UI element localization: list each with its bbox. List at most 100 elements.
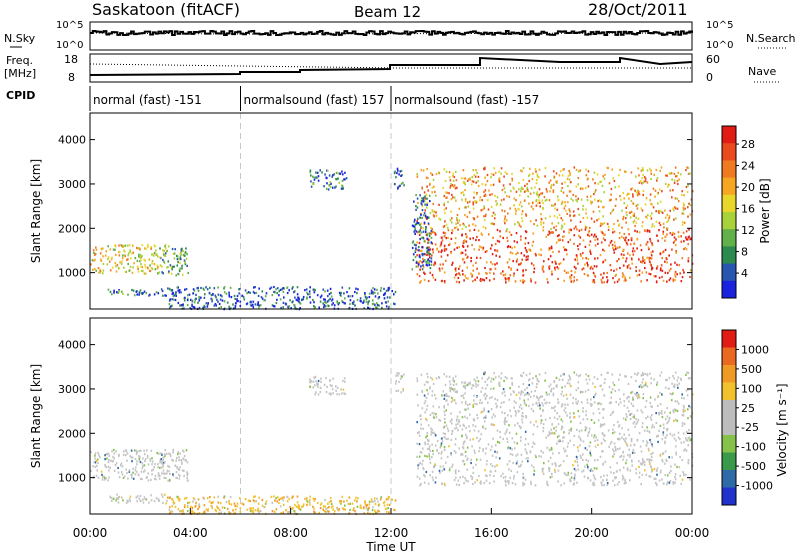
heatmap-cell (438, 406, 440, 409)
heatmap-cell (516, 422, 519, 425)
heatmap-cell (171, 510, 173, 513)
heatmap-cell (327, 295, 329, 298)
heatmap-cell (191, 299, 193, 302)
heatmap-cell (646, 230, 649, 233)
heatmap-cell (513, 474, 515, 478)
heatmap-cell (463, 482, 465, 485)
heatmap-cell (249, 500, 251, 503)
heatmap-cell (298, 506, 300, 510)
heatmap-cell (567, 271, 569, 274)
heatmap-cell (649, 462, 651, 465)
heatmap-cell (483, 215, 485, 218)
heatmap-cell (632, 214, 634, 217)
heatmap-cell (520, 186, 523, 189)
heatmap-cell (521, 220, 524, 223)
heatmap-cell (354, 510, 356, 513)
heatmap-cell (323, 383, 326, 386)
heatmap-cell (243, 298, 246, 301)
heatmap-cell (412, 253, 415, 256)
heatmap-cell (638, 460, 640, 463)
heatmap-cell (473, 248, 476, 251)
heatmap-cell (634, 224, 636, 228)
heatmap-cell (573, 242, 575, 245)
heatmap-cell (429, 200, 431, 203)
colorbar-swatch (722, 126, 736, 144)
heatmap-cell (628, 395, 630, 399)
heatmap-cell (421, 407, 424, 410)
heatmap-cell (623, 279, 626, 282)
heatmap-cell (431, 428, 433, 431)
heatmap-cell (555, 426, 558, 429)
heatmap-cell (422, 265, 425, 269)
heatmap-cell (593, 434, 596, 437)
heatmap-cell (420, 225, 422, 228)
heatmap-cell (200, 296, 202, 299)
heatmap-cell (547, 460, 550, 463)
heatmap-cell (439, 218, 442, 221)
heatmap-cell (542, 226, 545, 229)
heatmap-cell (648, 256, 650, 259)
heatmap-cell (677, 386, 679, 389)
heatmap-cell (239, 510, 242, 513)
heatmap-cell (357, 497, 359, 500)
heatmap-cell (432, 431, 435, 434)
heatmap-cell (255, 291, 258, 294)
heatmap-cell (108, 260, 111, 263)
heatmap-cell (234, 511, 237, 514)
heatmap-cell (561, 420, 564, 423)
heatmap-cell (667, 183, 670, 186)
heatmap-cell (493, 277, 495, 281)
heatmap-cell (602, 260, 605, 263)
heatmap-cell (496, 262, 498, 265)
heatmap-cell (687, 206, 689, 209)
heatmap-cell (525, 415, 527, 418)
heatmap-cell (629, 479, 631, 482)
heatmap-cell (626, 243, 629, 246)
heatmap-cell (426, 237, 428, 240)
heatmap-cell (613, 431, 616, 434)
heatmap-cell (485, 447, 487, 450)
heatmap-cell (657, 440, 659, 443)
heatmap-cell (301, 298, 303, 302)
heatmap-cell (643, 261, 646, 264)
heatmap-cell (653, 477, 656, 480)
heatmap-cell (673, 236, 676, 239)
heatmap-cell (494, 263, 496, 266)
heatmap-cell (105, 250, 107, 253)
heatmap-cell (503, 175, 505, 178)
heatmap-cell (635, 175, 637, 178)
heatmap-cell (680, 240, 683, 243)
heatmap-cell (438, 217, 440, 220)
heatmap-cell (641, 371, 644, 374)
heatmap-cell (418, 434, 421, 437)
heatmap-cell (168, 299, 171, 302)
heatmap-cell (429, 474, 431, 477)
heatmap-cell (167, 496, 169, 499)
heatmap-cell (461, 234, 463, 237)
heatmap-cell (316, 294, 319, 297)
heatmap-cell (581, 470, 583, 473)
heatmap-cell (219, 502, 222, 505)
heatmap-cell (292, 286, 294, 289)
heatmap-cell (143, 496, 146, 499)
heatmap-cell (618, 223, 621, 226)
heatmap-cell (393, 508, 395, 511)
heatmap-cell (576, 428, 578, 431)
heatmap-cell (501, 411, 503, 414)
heatmap-cell (589, 450, 591, 453)
heatmap-cell (628, 192, 630, 195)
heatmap-cell (630, 459, 633, 462)
heatmap-cell (607, 228, 610, 231)
heatmap-cell (349, 299, 352, 302)
heatmap-cell (528, 173, 531, 176)
heatmap-cell (314, 393, 316, 396)
heatmap-cell (169, 453, 172, 456)
heatmap-cell (342, 388, 345, 391)
heatmap-cell (429, 461, 432, 464)
heatmap-cell (325, 390, 328, 394)
heatmap-cell (354, 304, 356, 307)
heatmap-cell (474, 425, 477, 428)
heatmap-cell (427, 375, 429, 379)
heatmap-cell (459, 265, 461, 268)
heatmap-cell (560, 428, 563, 431)
